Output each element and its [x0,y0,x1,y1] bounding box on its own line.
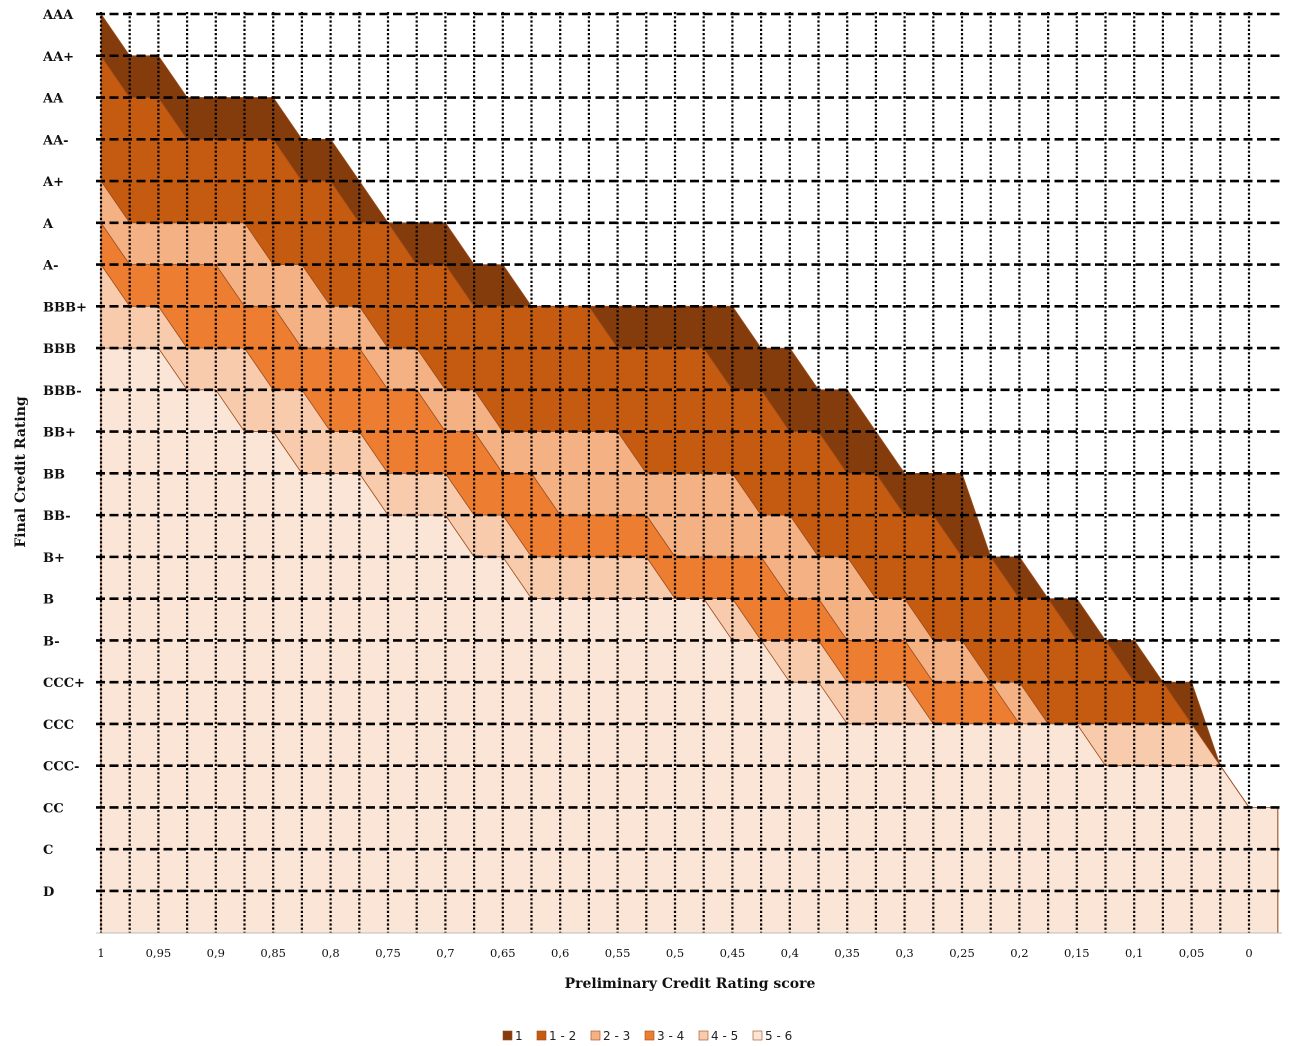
y-tick-label: CC [43,801,64,816]
y-tick-label: D [43,885,54,900]
legend-swatch [536,1030,547,1041]
y-tick-label: A+ [42,175,64,190]
x-tick-label: 0,05 [1179,946,1205,960]
y-tick-label: CCC+ [43,676,85,691]
x-tick-label: 0,9 [207,946,225,960]
x-axis-title: Preliminary Credit Rating score [565,976,816,992]
gridlines [96,12,1282,934]
x-tick-label: 0,4 [781,946,799,960]
x-tick-label: 0,35 [834,946,860,960]
x-tick-label: 0,7 [436,946,454,960]
y-tick-label: B- [43,634,60,649]
x-tick-label: 1 [97,946,104,960]
x-tick-label: 0,6 [551,946,569,960]
y-tick-label: B+ [43,551,65,566]
legend-label: 2 - 3 [603,1029,630,1043]
y-tick-label: B [43,593,54,608]
y-tick-label: BBB- [43,384,82,399]
y-tick-labels: AAAAA+AAAA-A+AA-BBB+BBBBBB-BB+BBBB-B+BB-… [42,8,87,900]
x-tick-label: 0,5 [666,946,684,960]
y-tick-label: BB- [43,509,71,524]
x-tick-label: 0,65 [490,946,516,960]
x-tick-label: 0,8 [321,946,339,960]
y-tick-label: A- [42,259,58,274]
legend-label: 1 [515,1029,523,1043]
legend-swatch [502,1030,513,1041]
legend-label: 5 - 6 [765,1029,792,1043]
legend-swatch [698,1030,709,1041]
y-tick-label: BB [43,467,65,482]
x-tick-label: 0,3 [895,946,913,960]
y-tick-label: CCC- [43,760,79,775]
x-tick-labels: 1 0,95 0,9 0,85 0,8 0,75 0,7 0,65 0,6 0,55 0,5 0,45… [97,946,1252,960]
x-tick-label: 0 [1245,946,1252,960]
legend-swatch [752,1030,763,1041]
x-tick-label: 0,45 [720,946,746,960]
y-tick-label: AA+ [42,50,74,65]
x-tick-label: 0,55 [605,946,631,960]
y-tick-label: AA- [42,133,69,148]
x-tick-label: 0,15 [1064,946,1090,960]
x-tick-label: 0,1 [1125,946,1143,960]
legend-label: 1 - 2 [549,1029,576,1043]
y-tick-label: BB+ [43,426,76,441]
y-tick-label: AAA [42,8,74,23]
y-tick-label: CCC [43,718,74,733]
legend-label: 3 - 4 [657,1029,684,1043]
legend-swatch [590,1030,601,1041]
y-tick-label: BBB [43,342,76,357]
y-tick-label: A [42,217,54,232]
legend-label: 4 - 5 [711,1029,738,1043]
legend: 1 1 - 2 2 - 3 3 - 4 4 - 5 5 - 6 [502,1029,792,1043]
y-axis-title: Final Credit Rating [13,396,29,548]
x-tick-label: 0,95 [146,946,172,960]
x-tick-label: 0,2 [1010,946,1028,960]
x-tick-label: 0,75 [375,946,401,960]
x-tick-label: 0,85 [260,946,286,960]
y-tick-label: C [43,843,53,858]
legend-swatch [644,1030,655,1041]
x-tick-label: 0,25 [949,946,975,960]
y-tick-label: AA [42,92,64,107]
y-tick-label: BBB+ [43,300,87,315]
